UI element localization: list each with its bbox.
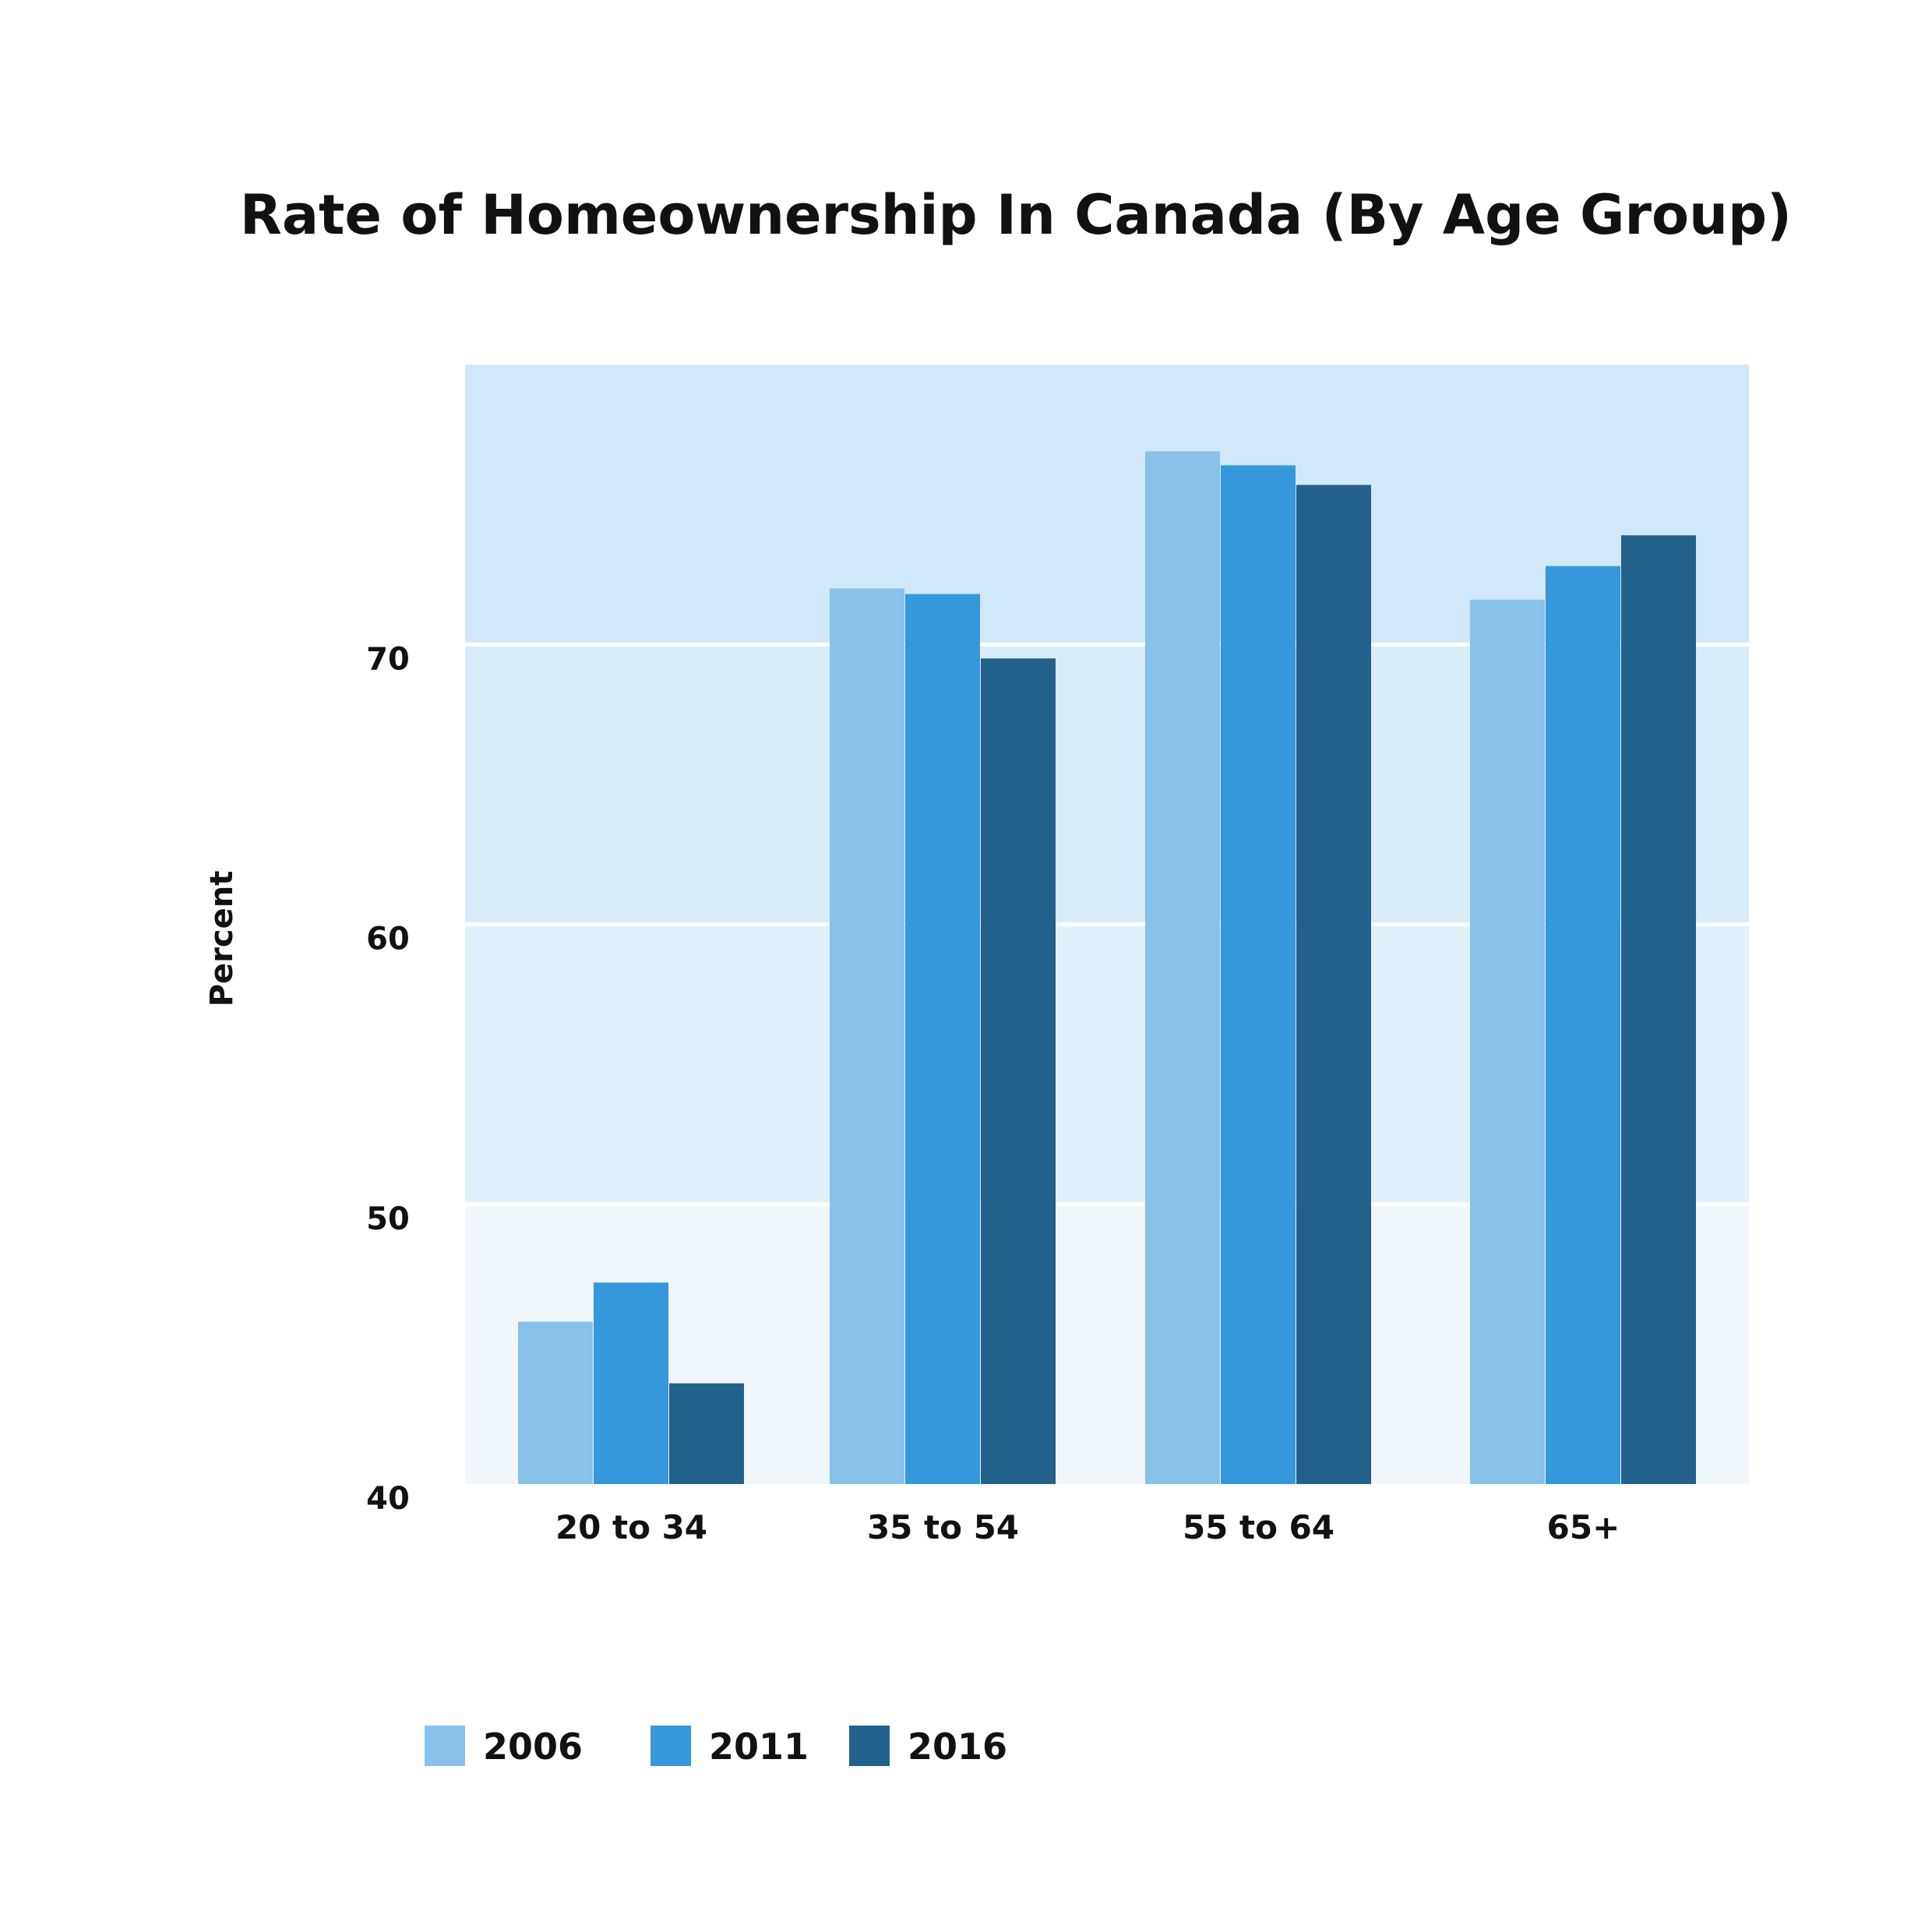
- x-tick-label: 65+: [1547, 1508, 1620, 1546]
- bar-2016-65plus: [1621, 535, 1696, 1484]
- y-tick-label: 60: [366, 922, 410, 957]
- bars: [518, 451, 1696, 1485]
- bar-2006-35-to-54: [830, 588, 904, 1484]
- x-tick-label: 55 to 64: [1183, 1508, 1334, 1546]
- legend-swatch: [650, 1726, 691, 1766]
- x-axis-ticks: 20 to 34 35 to 54 55 to 64 65+: [555, 1508, 1620, 1546]
- legend[interactable]: 2006 2011 2016: [425, 1726, 1007, 1768]
- bar-2006-55-to-64: [1145, 451, 1220, 1485]
- bar-2011-35-to-54: [905, 594, 980, 1485]
- bar-2011-65plus: [1546, 566, 1620, 1485]
- y-tick-label: 40: [366, 1481, 410, 1517]
- chart-title: Rate of Homeownership In Canada (By Age …: [240, 183, 1792, 247]
- y-axis-label: Percent: [204, 871, 240, 1007]
- bar-2016-35-to-54: [981, 658, 1056, 1484]
- bar-2016-55-to-64: [1296, 485, 1371, 1484]
- legend-item-2006[interactable]: 2006: [425, 1726, 583, 1768]
- y-tick-label: 50: [366, 1201, 410, 1237]
- bar-2011-55-to-64: [1221, 465, 1296, 1484]
- legend-label: 2016: [908, 1726, 1007, 1768]
- x-tick-label: 35 to 54: [867, 1508, 1019, 1546]
- legend-swatch: [849, 1726, 890, 1766]
- y-tick-label: 70: [366, 641, 410, 677]
- y-axis-ticks: 40 50 60 70: [366, 641, 410, 1517]
- x-tick-label: 20 to 34: [555, 1508, 707, 1546]
- bar-2011-20-to-34: [594, 1282, 668, 1484]
- legend-item-2011[interactable]: 2011: [650, 1726, 809, 1768]
- bar-2006-65plus: [1470, 599, 1545, 1484]
- bar-2016-20-to-34: [669, 1383, 744, 1484]
- plot-band: [465, 365, 1749, 645]
- bar-2006-20-to-34: [518, 1321, 593, 1484]
- legend-label: 2006: [483, 1726, 583, 1768]
- legend-swatch: [425, 1726, 465, 1766]
- legend-label: 2011: [709, 1726, 809, 1768]
- legend-item-2016[interactable]: 2016: [849, 1726, 1007, 1768]
